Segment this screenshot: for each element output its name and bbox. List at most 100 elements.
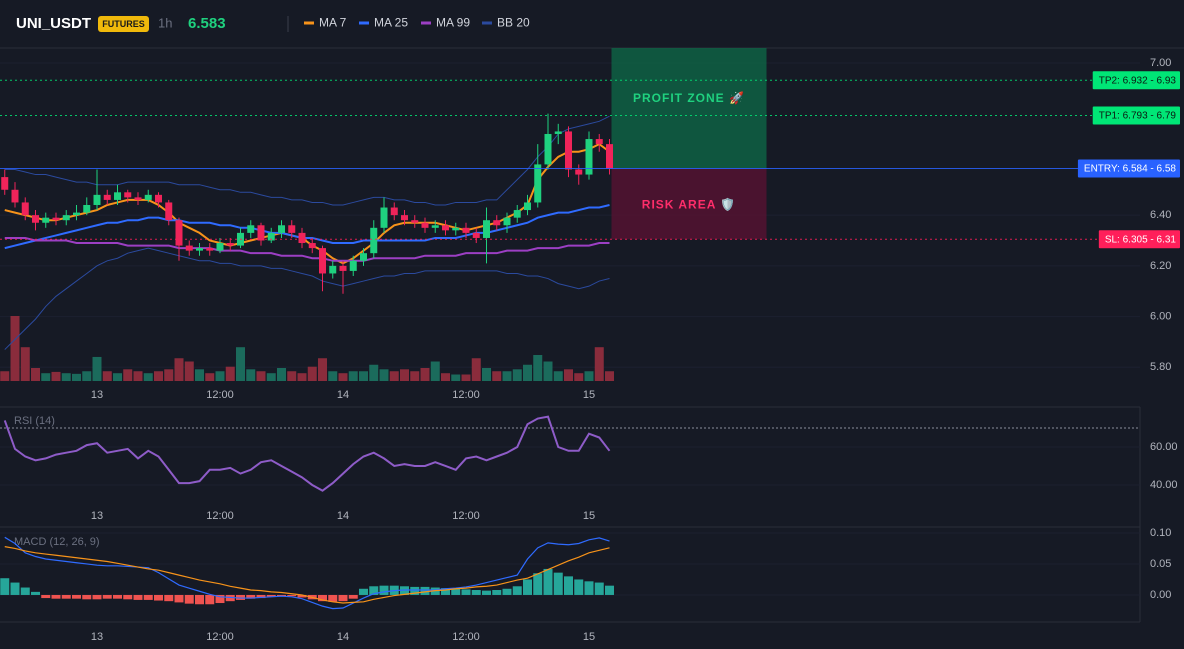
macd-line (4, 536, 610, 610)
candle-body (595, 139, 603, 145)
ma-line (4, 236, 610, 262)
histogram-bar (0, 578, 10, 595)
volume-bar (512, 369, 522, 381)
volume-bar (533, 355, 543, 381)
candle-body (411, 220, 419, 223)
candle-body (575, 169, 583, 175)
volume-bar (379, 369, 389, 381)
zone (611, 48, 767, 169)
histogram-bar (277, 594, 286, 597)
candle-body (247, 225, 255, 233)
x-tick-label: 15 (583, 389, 595, 401)
level-label: SL: 6.305 - 6.31 (1105, 234, 1177, 245)
volume-bar (584, 371, 594, 381)
histogram-bar (348, 594, 358, 599)
histogram-bar (51, 594, 61, 599)
candle-body (319, 248, 326, 274)
volume-bar (102, 371, 112, 381)
histogram-bar (92, 594, 102, 600)
candle-body (216, 243, 224, 251)
candle-body (103, 194, 111, 200)
candle-body (380, 207, 388, 228)
volume-bar (318, 358, 327, 381)
legend-label: MA 7 (319, 16, 347, 30)
candle-body (554, 131, 562, 134)
ma-line (4, 142, 611, 265)
y-tick-label: 6.40 (1150, 209, 1171, 221)
candle-body (83, 204, 91, 213)
candle-body (62, 215, 70, 221)
y-tick-label: 40.00 (1150, 479, 1178, 491)
level-label: TP1: 6.793 - 6.79 (1099, 111, 1177, 122)
candle-body (134, 197, 142, 200)
panel-title: MACD (12, 26, 9) (14, 536, 100, 548)
histogram-bar (502, 588, 512, 595)
histogram-bar (430, 587, 440, 595)
level-label-bg (1098, 230, 1180, 249)
histogram-bar (10, 582, 20, 595)
volume-bar (123, 369, 133, 381)
volume-bar (266, 373, 276, 381)
volume-bar (574, 373, 584, 381)
candle-body (472, 232, 480, 238)
candle-body (401, 215, 408, 221)
volume-bar (184, 361, 194, 381)
zone-label: RISK AREA 🛡️ (642, 197, 736, 211)
candle-body (606, 144, 613, 169)
volume-bar (451, 374, 461, 381)
histogram-bar (492, 590, 502, 595)
candle-body (503, 217, 511, 226)
histogram-bar (512, 586, 522, 595)
x-tick-label: 12:00 (206, 510, 234, 522)
level-label-bg (1092, 106, 1180, 125)
candle-body (544, 133, 552, 165)
histogram-bar (174, 594, 184, 603)
histogram-bar (123, 594, 133, 600)
volume-bar (564, 369, 573, 381)
volume-bar (277, 368, 286, 381)
histogram-bar (359, 588, 368, 595)
histogram-bar (61, 594, 71, 599)
candle-body (462, 227, 470, 233)
x-tick-label: 12:00 (452, 631, 480, 643)
candle-body (124, 192, 132, 198)
legend-label: MA 25 (374, 16, 408, 30)
histogram-bar (328, 594, 338, 602)
volume-bar (0, 371, 10, 381)
volume-bar (133, 371, 143, 381)
volume-bar (174, 358, 184, 381)
histogram-bar (318, 594, 327, 602)
x-tick-label: 13 (91, 389, 103, 401)
volume-bar (215, 371, 225, 381)
candle-body (196, 248, 203, 251)
candle-body (52, 217, 60, 221)
x-tick-label: 12:00 (206, 631, 234, 643)
volume-bar (154, 371, 163, 381)
volume-bar (10, 316, 20, 381)
zone (611, 168, 767, 240)
candle-body (11, 189, 19, 203)
last-price: 6.583 (188, 15, 226, 32)
candle-body (73, 212, 80, 216)
x-tick-label: 15 (583, 510, 595, 522)
volume-bar (20, 347, 30, 381)
volume-bar (369, 364, 379, 381)
histogram-bar (564, 576, 573, 595)
candle-body (349, 260, 357, 271)
candle-body (390, 207, 398, 216)
histogram-bar (369, 586, 379, 595)
volume-bar (287, 371, 297, 381)
histogram-bar (410, 586, 420, 595)
level-label: TP2: 6.932 - 6.93 (1099, 75, 1177, 86)
candle-body (175, 220, 183, 246)
histogram-bar (594, 582, 604, 595)
histogram-bar (523, 579, 532, 595)
histogram-bar (533, 573, 543, 595)
y-tick-label: 6.00 (1150, 310, 1171, 322)
volume-bar (420, 368, 430, 381)
candle-body (339, 265, 347, 271)
candle-body (257, 225, 265, 241)
volume-bar (113, 373, 122, 381)
candle-body (370, 227, 378, 254)
